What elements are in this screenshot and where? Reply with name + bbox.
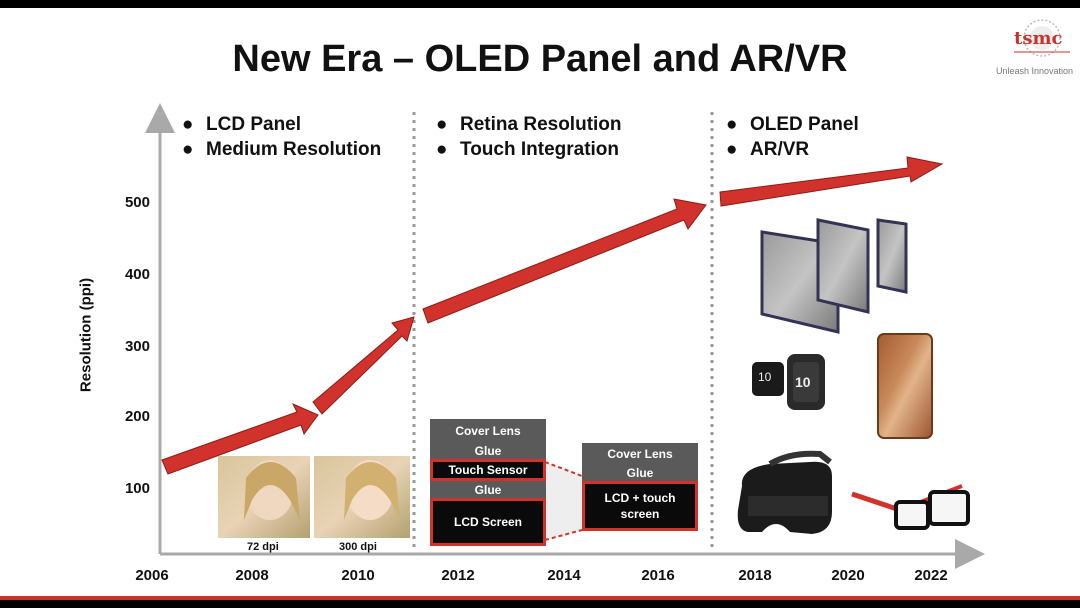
bullet-item: ● Medium Resolution xyxy=(182,139,382,160)
x-tick-label: 2020 xyxy=(831,567,865,584)
era-1-bullets: ● LCD Panel ● Medium Resolution xyxy=(182,112,381,162)
bullet-item: ● OLED Panel xyxy=(726,114,859,135)
bullet-dot-icon: ● xyxy=(726,139,738,160)
slide-title: New Era – OLED Panel and AR/VR xyxy=(232,38,848,80)
bullet-item: ● AR/VR xyxy=(726,139,810,160)
era-3-bullets: ● OLED Panel ● AR/VR xyxy=(726,112,859,162)
x-tick-label: 2022 xyxy=(914,567,948,584)
stack-cover-lens: Cover Lens xyxy=(582,443,698,465)
stack-glue: Glue xyxy=(430,443,546,459)
bullet-item: ● Retina Resolution xyxy=(436,114,622,135)
trend-arrow-4 xyxy=(719,156,944,207)
bottom-accent-line xyxy=(0,596,1080,600)
x-tick-label: 2010 xyxy=(341,567,375,584)
bullet-dot-icon: ● xyxy=(182,114,194,135)
logo-text: tsmc xyxy=(1014,28,1063,49)
top-border xyxy=(0,0,1080,8)
era-2-bullets: ● Retina Resolution ● Touch Integration xyxy=(436,112,622,162)
trend-arrow-3 xyxy=(422,198,707,324)
bullet-item: ● LCD Panel xyxy=(182,114,302,135)
watch-face-text: 10 xyxy=(758,370,772,384)
y-tick-label: 100 xyxy=(124,480,150,497)
y-tick-label: 200 xyxy=(124,408,150,425)
photo-label-300dpi: 300 dpi xyxy=(339,541,377,553)
stack-glue: Glue xyxy=(430,481,546,498)
x-tick-label: 2018 xyxy=(738,567,772,584)
bullet-dot-icon: ● xyxy=(182,139,194,160)
y-tick-label: 400 xyxy=(124,266,150,283)
x-tick-label: 2016 xyxy=(641,567,675,584)
photo-label-72dpi: 72 dpi xyxy=(247,541,279,553)
x-tick-label: 2012 xyxy=(441,567,475,584)
stack-lcd-screen: LCD Screen xyxy=(430,498,546,546)
x-tick-label: 2014 xyxy=(547,567,581,584)
bullet-item: ● Touch Integration xyxy=(436,139,620,160)
trend-arrow-1 xyxy=(161,402,319,475)
ar-glasses-image xyxy=(851,484,970,530)
x-tick-label: 2008 xyxy=(235,567,269,584)
stack-lcd-touch-screen: LCD + touch screen xyxy=(582,481,698,531)
stack-cover-lens: Cover Lens xyxy=(430,419,546,443)
x-tick-label: 2006 xyxy=(135,567,169,584)
bottom-border xyxy=(0,600,1080,608)
y-tick-label: 300 xyxy=(124,338,150,355)
tsmc-logo-icon xyxy=(1014,19,1070,57)
logo-tagline: Unleash Innovation xyxy=(996,66,1074,76)
stack-touch-sensor: Touch Sensor xyxy=(430,459,546,481)
bullet-dot-icon: ● xyxy=(436,114,448,135)
bullet-dot-icon: ● xyxy=(726,114,738,135)
y-axis-label: Resolution (ppi) xyxy=(77,277,95,393)
stack-connector xyxy=(544,461,583,541)
oled-panels-image xyxy=(760,218,908,334)
vr-headset-image xyxy=(737,450,832,534)
resolution-photo-300dpi xyxy=(314,456,410,538)
stack-glue: Glue xyxy=(582,465,698,481)
resolution-photo-72dpi xyxy=(218,456,310,538)
watch-face-text: 10 xyxy=(795,374,811,390)
y-tick-label: 500 xyxy=(124,194,150,211)
trend-arrow-2 xyxy=(312,316,415,415)
bullet-dot-icon: ● xyxy=(436,139,448,160)
smartwatch-image xyxy=(752,354,825,410)
smartphone-image xyxy=(877,333,933,439)
